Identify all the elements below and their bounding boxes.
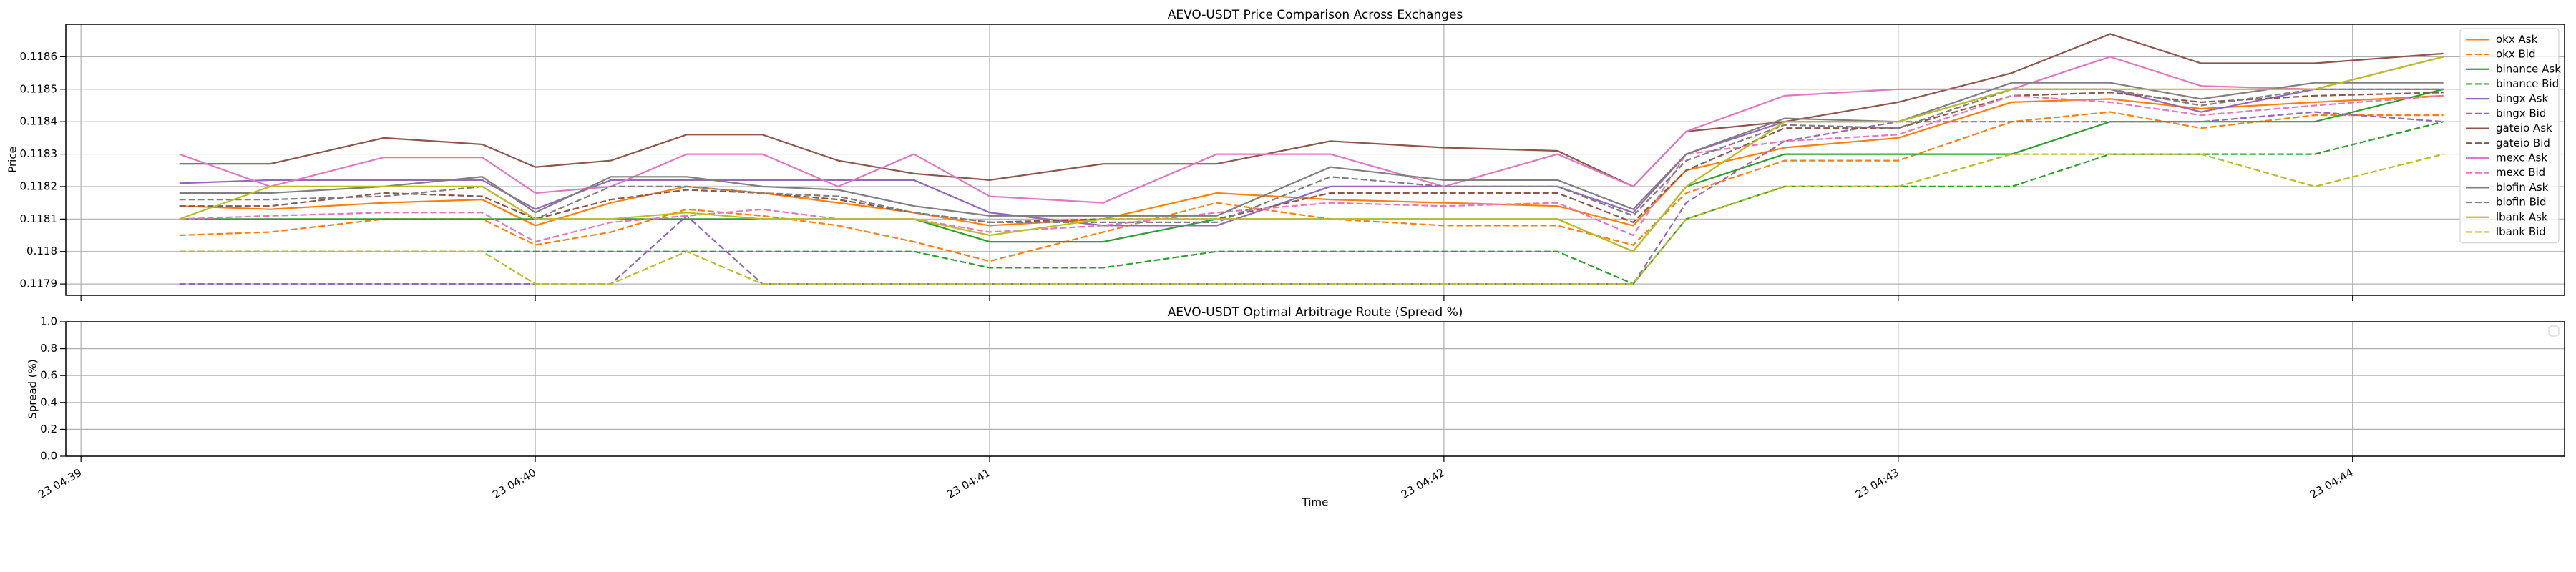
legend-label: binance Bid <box>2496 77 2559 90</box>
axes-frame <box>65 24 2565 296</box>
legend-label: bingx Bid <box>2496 107 2546 119</box>
legend-label: mexc Ask <box>2496 151 2547 164</box>
legend-label: okx Ask <box>2496 33 2538 46</box>
price-line <box>179 94 2444 227</box>
price-line <box>179 121 2444 285</box>
y-tick-label: 0.118 <box>26 245 57 257</box>
price-line <box>179 33 2444 188</box>
y-tick-label: 0.0 <box>40 450 57 463</box>
y-tick-label: 0.1184 <box>20 115 58 128</box>
chart-title: AEVO-USDT Price Comparison Across Exchan… <box>1168 8 1463 22</box>
y-tick-label: 0.2 <box>40 423 57 435</box>
chart-title: AEVO-USDT Optimal Arbitrage Route (Sprea… <box>1168 305 1463 320</box>
legend-label: gateio Bid <box>2496 137 2550 149</box>
y-tick-label: 0.1185 <box>20 82 58 95</box>
y-tick-label: 0.1179 <box>20 277 58 290</box>
y-tick-label: 0.1182 <box>20 179 58 192</box>
y-tick-label: 0.6 <box>40 369 57 382</box>
legend-box <box>2459 28 2560 244</box>
legend-label: gateio Ask <box>2496 122 2552 134</box>
legend-box <box>2548 325 2560 337</box>
legend-label: blofin Bid <box>2496 196 2547 209</box>
price-line <box>179 153 2444 285</box>
legend-label: bingx Ask <box>2496 92 2548 105</box>
price-line <box>179 82 2444 217</box>
y-tick-label: 0.1181 <box>20 212 58 225</box>
legend-label: lbank Ask <box>2496 210 2548 223</box>
x-axis-label: Time <box>1302 496 1329 509</box>
legend-label: blofin Ask <box>2496 181 2549 194</box>
legend-label: mexc Bid <box>2496 166 2545 179</box>
y-axis-label: Price <box>6 147 19 173</box>
y-axis-label: Spread (%) <box>26 359 39 419</box>
legend-label: binance Ask <box>2496 62 2561 75</box>
legend-label: lbank Bid <box>2496 225 2546 238</box>
y-tick-label: 0.1186 <box>20 50 58 63</box>
price-line <box>179 56 2444 253</box>
y-tick-label: 0.8 <box>40 342 57 355</box>
y-tick-label: 0.4 <box>40 395 57 408</box>
y-tick-label: 0.1183 <box>20 147 58 160</box>
legend-label: okx Bid <box>2496 48 2536 61</box>
axes-frame <box>65 321 2565 457</box>
price-line <box>179 94 2444 243</box>
y-tick-label: 1.0 <box>40 315 57 328</box>
